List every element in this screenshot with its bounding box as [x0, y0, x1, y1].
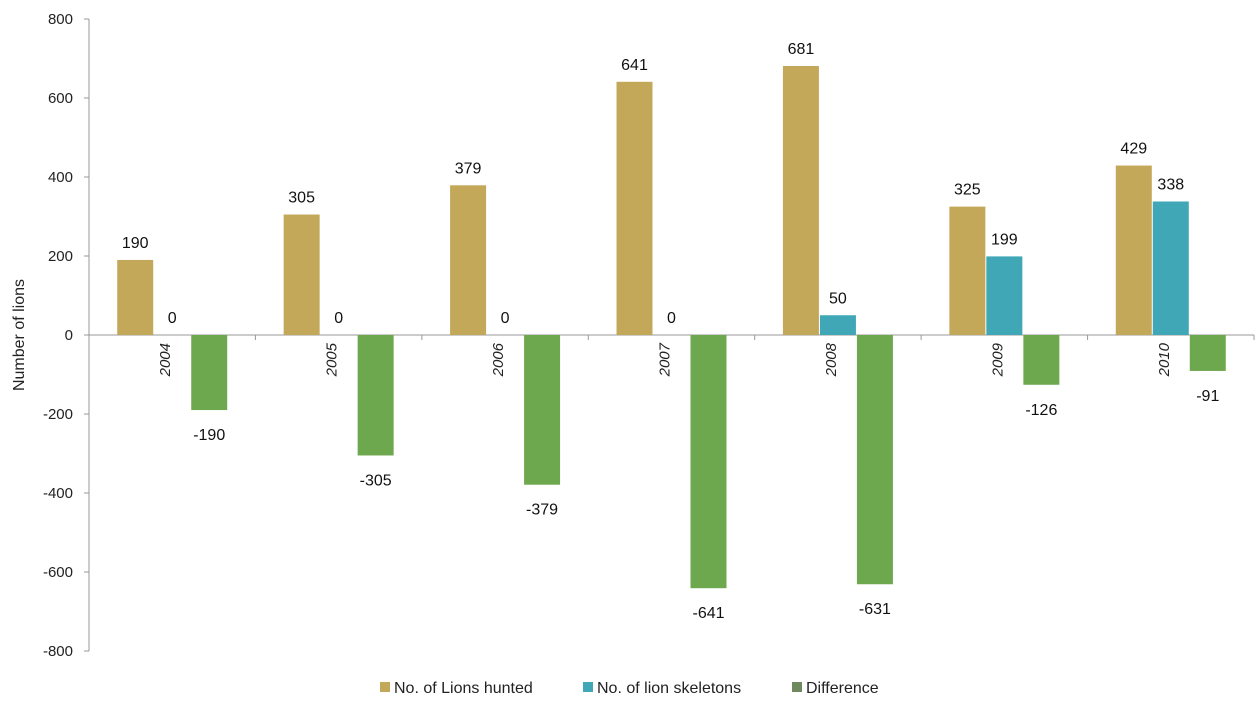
bar	[283, 214, 320, 335]
category-label: 2006	[490, 342, 507, 377]
bar	[357, 335, 394, 456]
data-label: 338	[1157, 176, 1184, 193]
category-label: 2010	[1156, 342, 1173, 377]
data-label: -305	[360, 472, 392, 489]
bar	[616, 81, 653, 336]
data-label: -631	[859, 601, 891, 618]
data-label: 199	[991, 231, 1018, 248]
legend-entry: Difference	[806, 680, 879, 697]
data-labels: 190 0 -190 305 0 -305 379 0 -379 641 0 -641 681 50 -63…	[122, 41, 1220, 622]
data-label: 379	[455, 160, 482, 177]
legend-swatch	[380, 682, 390, 692]
data-label: -641	[692, 605, 724, 622]
bar	[856, 335, 893, 585]
category-label: 2004	[157, 343, 174, 377]
data-label: 0	[334, 310, 343, 327]
data-label: -91	[1196, 388, 1219, 405]
data-label: 429	[1120, 141, 1147, 158]
legend: No. of Lions hunted No. of lion skeletons…	[380, 680, 879, 697]
category-label: 2005	[324, 342, 341, 377]
category-label: 2009	[989, 342, 1006, 377]
legend-swatch	[792, 682, 802, 692]
y-tick-label: -800	[43, 643, 73, 660]
y-axis-title: Number of lions	[11, 279, 28, 391]
bar	[1115, 165, 1152, 335]
data-label: 190	[122, 235, 149, 252]
y-tick-label: -400	[43, 485, 73, 502]
bar	[191, 335, 228, 411]
data-label: 0	[168, 310, 177, 327]
y-tick-label: -200	[43, 406, 73, 423]
data-label: 50	[829, 290, 847, 307]
bar	[1023, 335, 1060, 385]
bar	[819, 315, 856, 335]
y-tick-label: 0	[65, 327, 73, 344]
data-label: 305	[288, 190, 315, 207]
data-label: -126	[1025, 402, 1057, 419]
bar	[782, 66, 819, 335]
data-label: 681	[788, 41, 815, 58]
y-tick-label: 600	[48, 90, 73, 107]
data-label: 0	[667, 310, 676, 327]
y-tick-label: -600	[43, 564, 73, 581]
data-label: 325	[954, 182, 981, 199]
data-label: -190	[193, 427, 225, 444]
category-labels: 2004 2005 2006 2007 2008 2009 2010	[157, 342, 1173, 377]
legend-entry: No. of lion skeletons	[597, 680, 741, 697]
bar	[450, 185, 487, 335]
bar	[117, 259, 154, 335]
bar	[1152, 201, 1189, 335]
category-label: 2007	[657, 342, 674, 377]
y-tick-label: 200	[48, 248, 73, 265]
y-tick-label: 400	[48, 169, 73, 186]
bar	[690, 335, 727, 589]
bars	[117, 66, 1226, 589]
bar	[1189, 335, 1226, 371]
bar	[949, 206, 986, 335]
legend-entry: No. of Lions hunted	[394, 680, 533, 697]
data-label: -379	[526, 502, 558, 519]
data-label: 0	[501, 310, 510, 327]
bar	[986, 256, 1023, 335]
y-tick-label: 800	[48, 11, 73, 28]
category-label: 2008	[823, 342, 840, 377]
legend-swatch	[583, 682, 593, 692]
data-label: 641	[621, 57, 648, 74]
bar	[524, 335, 561, 485]
